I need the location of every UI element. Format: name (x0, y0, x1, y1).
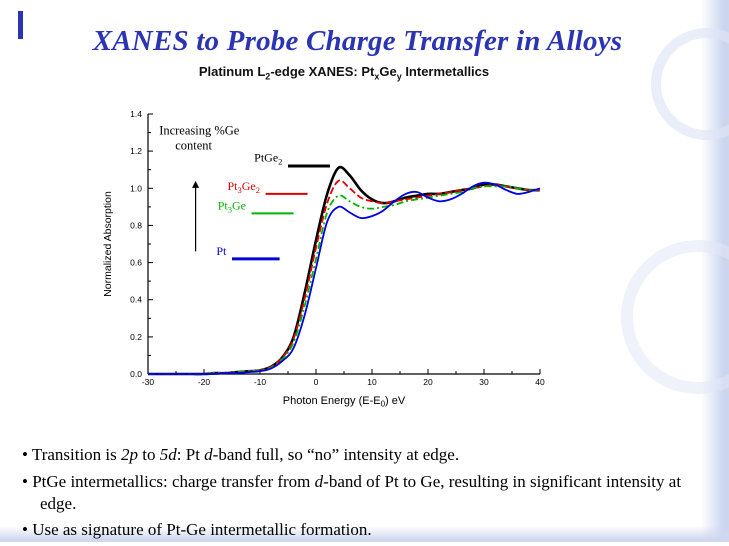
bullet-text: -band of Pt to Ge, resulting in signific… (40, 471, 682, 513)
chart-title-sub: 2 (265, 71, 271, 82)
svg-text:20: 20 (423, 377, 433, 387)
svg-text:1.4: 1.4 (130, 109, 142, 119)
slide-title: XANES to Probe Charge Transfer in Alloys (92, 25, 623, 58)
svg-text:0.8: 0.8 (130, 220, 142, 230)
svg-text:1.0: 1.0 (130, 183, 142, 193)
y-axis-title: Normalized Absorption (102, 191, 114, 297)
bullet-charge-transfer: PtGe intermetallics: charge transfer fro… (22, 471, 712, 515)
bullet-text: to (138, 445, 160, 464)
svg-text:0.4: 0.4 (130, 294, 142, 304)
xanes-plot: -30 -20 -10 0 10 20 30 40 0.0 0.2 0.4 0.6 0.8 1.0 1.2 1… (102, 109, 545, 409)
svg-text:-20: -20 (198, 377, 211, 387)
title-accent-bar (18, 11, 23, 39)
chart-title-seg: Intermetallics (401, 64, 490, 79)
bullet-text: Use as signature of Pt-Ge intermetallic … (32, 520, 372, 540)
svg-text:0: 0 (314, 377, 319, 387)
series-label-Pt3Ge: Pt3Ge (218, 198, 246, 214)
chart-title-seg: Ge (379, 64, 397, 79)
series-label-PtGe2: PtGe2 (254, 150, 282, 166)
bullet-text: d (314, 471, 324, 491)
bullet-text: -band full, so “no” intensity at edge. (212, 445, 460, 464)
x-axis-title: Photon Energy (E-E0) eV (283, 395, 406, 409)
svg-text:30: 30 (479, 377, 489, 387)
bullet-list: Transition is 2p to 5d: Pt d-band full, … (22, 444, 712, 546)
bullet-text: 2p (121, 445, 139, 464)
bullet-text: : Pt (176, 445, 205, 464)
chart-title-sub: x (374, 71, 380, 82)
series-label-Pt: Pt (216, 244, 227, 258)
xanes-chart-block: Platinum L2-edge XANES: PtxGey Intermeta… (84, 64, 570, 414)
bullet-transition: Transition is 2p to 5d: Pt d-band full, … (22, 444, 712, 466)
svg-text:0.0: 0.0 (130, 369, 142, 379)
svg-text:-10: -10 (254, 377, 267, 387)
up-arrow-head (192, 180, 200, 188)
series-Pt (148, 181, 541, 375)
bullet-text: PtGe intermetallics: charge transfer fro… (32, 471, 315, 491)
axes (147, 113, 540, 375)
series-curves: PtGe2 Pt3Ge2 Pt3Ge Pt (148, 150, 541, 375)
svg-text:Increasing %Ge: Increasing %Ge (159, 123, 240, 137)
chart-title: Platinum L2-edge XANES: PtxGey Intermeta… (84, 64, 570, 82)
series-label-Pt3Ge2: Pt3Ge2 (227, 179, 260, 195)
chart-title-seg: Platinum L (198, 64, 266, 79)
y-axis-ticks: 0.0 0.2 0.4 0.6 0.8 1.0 1.2 1.4 (130, 109, 153, 379)
svg-text:-30: -30 (142, 377, 155, 387)
svg-text:40: 40 (535, 377, 545, 387)
x-axis-ticks: -30 -20 -10 0 10 20 30 40 (142, 368, 545, 387)
bullet-signature: Use as signature of Pt-Ge intermetallic … (22, 519, 712, 541)
svg-text:0.6: 0.6 (130, 257, 142, 267)
series-Pt3Ge (148, 184, 541, 375)
bullet-text: d (204, 445, 213, 464)
svg-text:1.2: 1.2 (130, 146, 142, 156)
svg-text:0.2: 0.2 (130, 331, 142, 341)
chart-title-seg: -edge XANES: Pt (270, 64, 375, 79)
bullet-text: 5d (159, 445, 177, 464)
bullet-text: Transition is (31, 445, 122, 464)
chart-title-sub: y (396, 71, 402, 82)
svg-text:content: content (175, 138, 212, 152)
svg-text:10: 10 (367, 377, 377, 387)
